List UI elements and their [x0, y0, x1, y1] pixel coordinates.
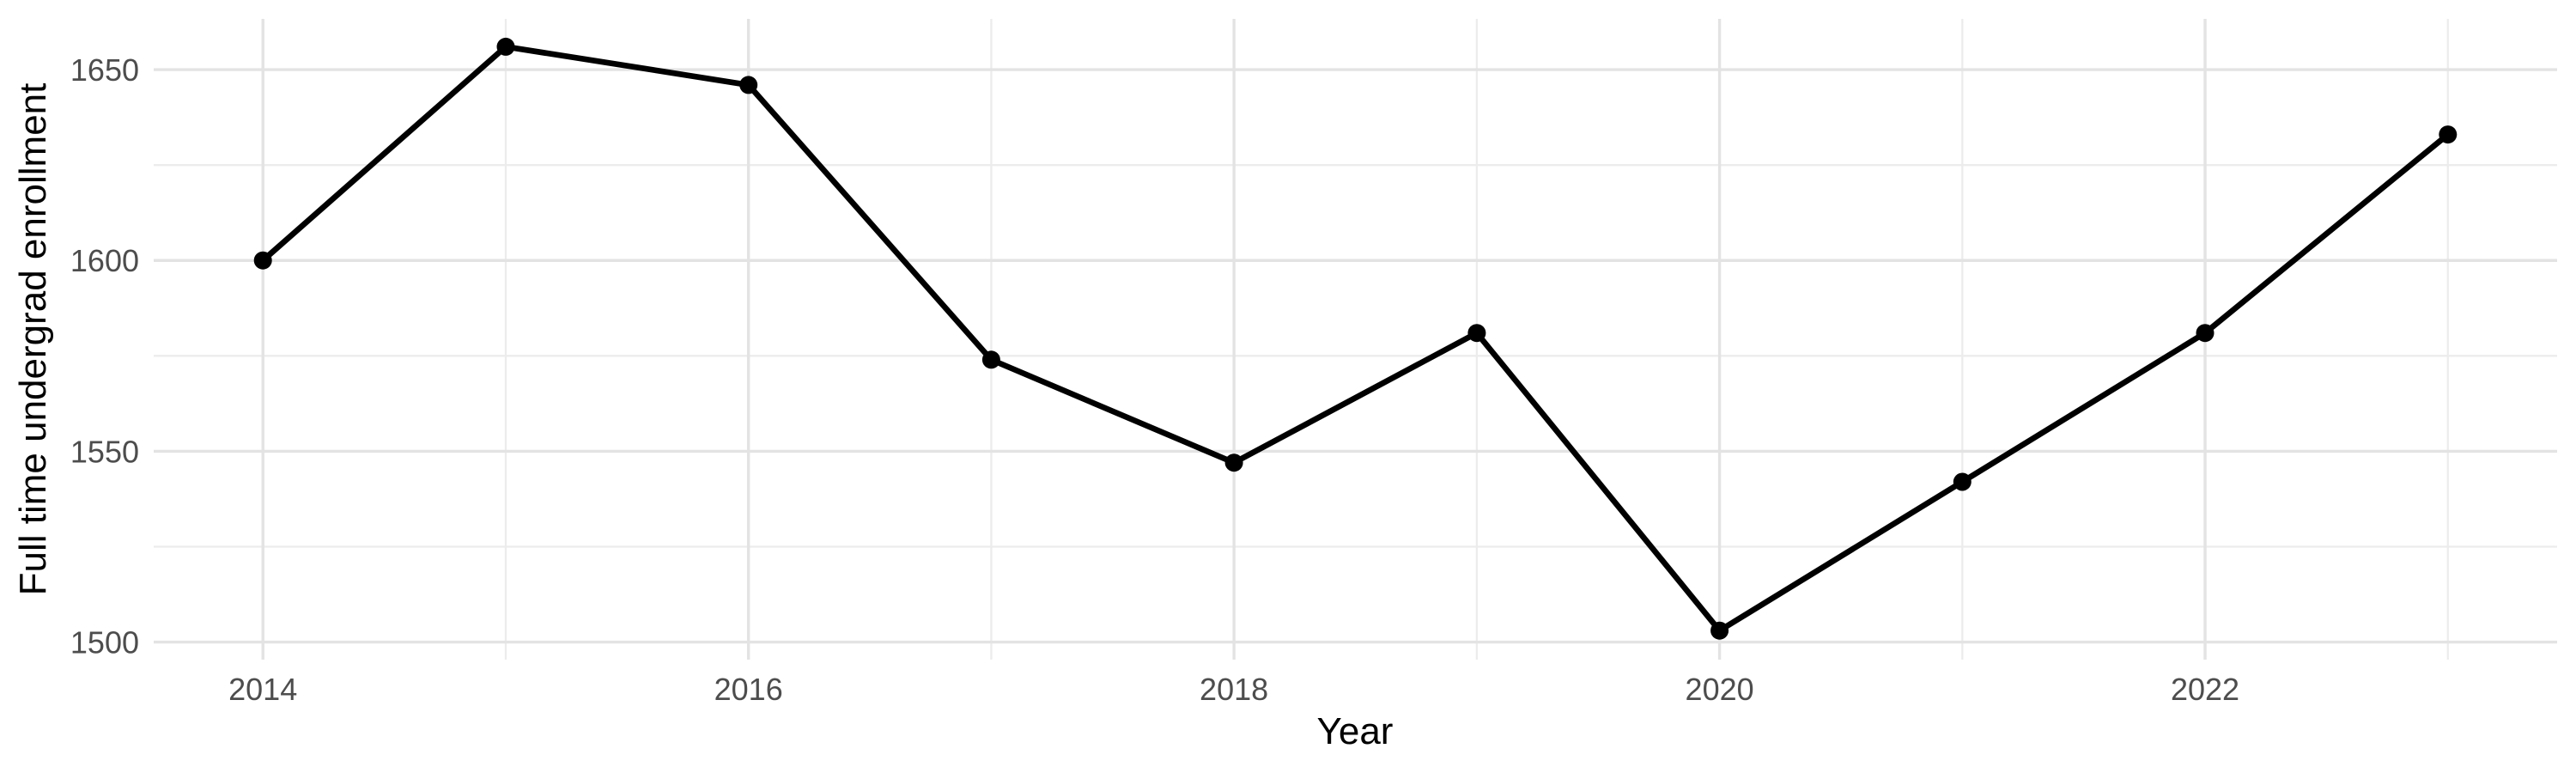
y-tick-label-1550: 1550	[70, 434, 139, 469]
data-point-2018	[1224, 453, 1243, 472]
y-tick-label-1600: 1600	[70, 243, 139, 278]
axis-tick-labels: 2014 2016 2018 2020 2022 1500 1550 1600 1650	[70, 52, 2239, 707]
data-point-2015	[496, 37, 515, 56]
gridlines-minor	[154, 19, 2557, 660]
x-tick-label-2022: 2022	[2171, 672, 2239, 707]
series-line-full-time-undergrad-enrollment	[260, 44, 2450, 634]
x-tick-label-2016: 2016	[714, 672, 783, 707]
data-point-2016	[739, 76, 758, 94]
x-tick-label-2014: 2014	[228, 672, 297, 707]
data-point-2014	[253, 251, 272, 270]
data-point-2023	[2439, 125, 2458, 144]
data-point-2019	[1467, 324, 1486, 343]
data-series-layer	[253, 37, 2458, 640]
data-point-2022	[2196, 324, 2215, 343]
y-tick-label-1500: 1500	[70, 625, 139, 660]
y-tick-label-1650: 1650	[70, 52, 139, 88]
y-axis-title: Full time undergrad enrollment	[12, 83, 54, 596]
x-axis-title: Year	[1317, 710, 1394, 752]
x-tick-label-2018: 2018	[1200, 672, 1268, 707]
data-point-2021	[1953, 472, 1971, 491]
data-point-2020	[1710, 621, 1729, 640]
x-tick-label-2020: 2020	[1686, 672, 1754, 707]
data-point-2017	[981, 350, 1000, 369]
